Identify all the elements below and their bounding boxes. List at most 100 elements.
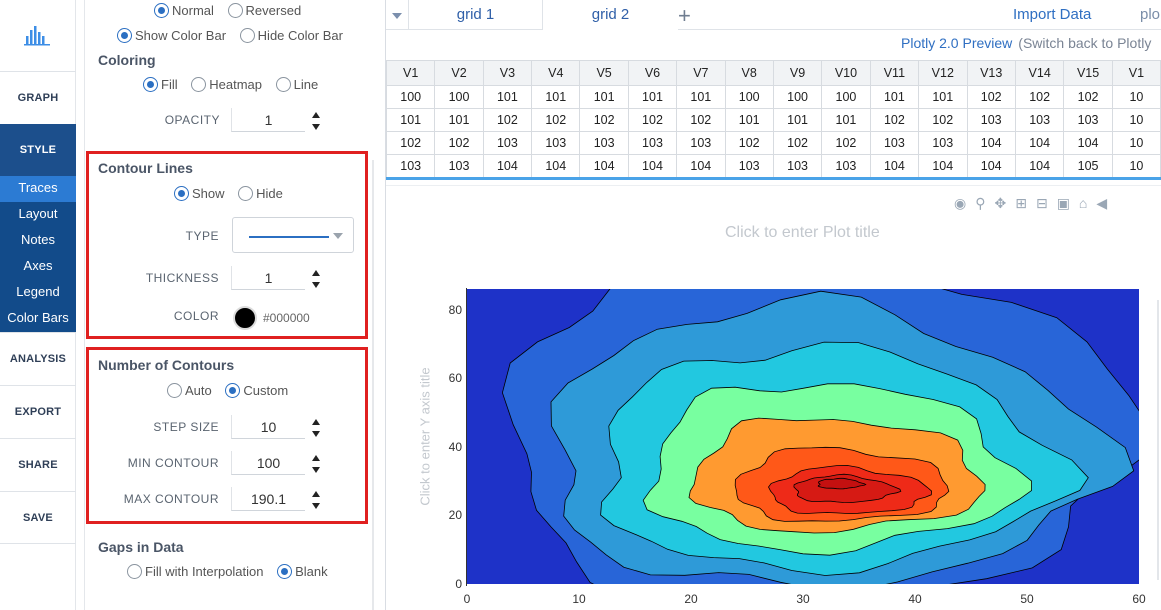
- contour-chart[interactable]: [467, 289, 1139, 584]
- column-header[interactable]: V9: [772, 60, 823, 86]
- submenu-notes[interactable]: Notes: [21, 232, 55, 247]
- zoom-icon[interactable]: ⚲: [975, 195, 995, 211]
- table-cell[interactable]: 10: [1111, 154, 1161, 178]
- table-cell[interactable]: 103: [1063, 108, 1113, 132]
- autoscale-icon[interactable]: ▣: [1056, 195, 1079, 211]
- table-cell[interactable]: 102: [821, 131, 871, 155]
- table-cell[interactable]: 101: [724, 108, 774, 132]
- pan-icon[interactable]: ✥: [994, 195, 1016, 211]
- table-cell[interactable]: 104: [966, 154, 1016, 178]
- table-cell[interactable]: 104: [1014, 131, 1065, 155]
- table-cell[interactable]: 105: [1063, 154, 1113, 178]
- submenu-color-bars[interactable]: Color Bars: [7, 310, 69, 325]
- grid-resize-handle[interactable]: [386, 177, 1161, 180]
- table-cell[interactable]: 10: [1111, 108, 1161, 132]
- switch-back-link[interactable]: (Switch back to Plotly: [1018, 35, 1152, 51]
- table-cell[interactable]: 102: [627, 108, 678, 132]
- radio-custom[interactable]: Custom: [225, 383, 288, 398]
- table-cell[interactable]: 101: [821, 108, 871, 132]
- step-size-stepper-icon[interactable]: [311, 419, 321, 437]
- plot-scrollbar[interactable]: [1157, 300, 1159, 580]
- table-cell[interactable]: 104: [627, 154, 678, 178]
- table-cell[interactable]: 102: [966, 85, 1016, 109]
- table-cell[interactable]: 101: [385, 108, 436, 132]
- column-header[interactable]: V3: [482, 60, 533, 86]
- nav-share[interactable]: SHARE: [0, 438, 76, 491]
- table-cell[interactable]: 103: [724, 154, 774, 178]
- radio-show[interactable]: Show: [174, 186, 225, 201]
- zoom-in-icon[interactable]: ⊞: [1015, 195, 1036, 211]
- table-cell[interactable]: 103: [531, 131, 581, 155]
- table-cell[interactable]: 102: [482, 108, 533, 132]
- table-cell[interactable]: 101: [918, 85, 968, 109]
- nav-style[interactable]: STYLE: [0, 124, 76, 177]
- table-cell[interactable]: 10: [1111, 85, 1161, 109]
- radio-reversed[interactable]: Reversed: [227, 3, 301, 18]
- table-cell[interactable]: 101: [434, 108, 484, 132]
- radio-hide-color-bar[interactable]: Hide Color Bar: [239, 28, 343, 43]
- table-cell[interactable]: 102: [772, 131, 823, 155]
- table-cell[interactable]: 10: [1111, 131, 1161, 155]
- radio-fill[interactable]: Fill: [143, 77, 178, 92]
- table-cell[interactable]: 101: [531, 85, 581, 109]
- column-header[interactable]: V5: [579, 60, 629, 86]
- color-swatch[interactable]: [233, 306, 257, 330]
- add-tab-icon[interactable]: +: [678, 3, 691, 28]
- camera-icon[interactable]: ◉: [954, 195, 976, 211]
- table-cell[interactable]: 102: [869, 108, 920, 132]
- column-header[interactable]: V12: [918, 60, 968, 86]
- zoom-out-icon[interactable]: ⊟: [1035, 195, 1057, 211]
- table-cell[interactable]: 100: [724, 85, 774, 109]
- radio-heatmap[interactable]: Heatmap: [191, 77, 262, 92]
- tab-grid-1[interactable]: grid 1: [408, 0, 543, 30]
- table-cell[interactable]: 103: [627, 131, 678, 155]
- table-cell[interactable]: 103: [1014, 108, 1065, 132]
- radio-line[interactable]: Line: [275, 77, 318, 92]
- plot-link[interactable]: plo: [1140, 6, 1161, 23]
- table-cell[interactable]: 102: [579, 108, 629, 132]
- radio-hide[interactable]: Hide: [238, 186, 283, 201]
- table-cell[interactable]: 104: [531, 154, 581, 178]
- nav-export[interactable]: EXPORT: [0, 385, 76, 438]
- table-cell[interactable]: 101: [579, 85, 629, 109]
- thickness-stepper-icon[interactable]: [311, 270, 321, 288]
- column-header[interactable]: V1: [385, 60, 436, 86]
- column-header[interactable]: V14: [1014, 60, 1065, 86]
- table-cell[interactable]: 103: [482, 131, 533, 155]
- step-size-input[interactable]: 10: [231, 415, 305, 439]
- column-header[interactable]: V8: [724, 60, 774, 86]
- tab-menu-caret-icon[interactable]: [392, 13, 402, 19]
- radio-auto[interactable]: Auto: [167, 383, 212, 398]
- tag-icon[interactable]: ◀: [1096, 195, 1117, 211]
- table-cell[interactable]: 100: [385, 85, 436, 109]
- plotly-preview-link[interactable]: Plotly 2.0 Preview: [901, 35, 1013, 51]
- import-data-link[interactable]: Import Data: [1013, 6, 1092, 23]
- column-header[interactable]: V11: [869, 60, 920, 86]
- column-header[interactable]: V6: [627, 60, 678, 86]
- column-header[interactable]: V2: [434, 60, 484, 86]
- table-cell[interactable]: 103: [869, 131, 920, 155]
- table-cell[interactable]: 104: [869, 154, 920, 178]
- home-icon[interactable]: ⌂: [1078, 195, 1097, 211]
- column-header[interactable]: V1: [1111, 60, 1161, 86]
- radio-blank[interactable]: Blank: [277, 564, 328, 579]
- table-cell[interactable]: 101: [676, 85, 726, 109]
- column-header[interactable]: V15: [1063, 60, 1113, 86]
- table-cell[interactable]: 104: [1014, 154, 1065, 178]
- table-cell[interactable]: 102: [1014, 85, 1065, 109]
- submenu-legend[interactable]: Legend: [16, 284, 60, 299]
- table-cell[interactable]: 104: [918, 154, 968, 178]
- table-cell[interactable]: 103: [821, 154, 871, 178]
- nav-analysis[interactable]: ANALYSIS: [0, 332, 76, 385]
- radio-normal[interactable]: Normal: [154, 3, 214, 18]
- radio-show-color-bar[interactable]: Show Color Bar: [117, 28, 226, 43]
- table-cell[interactable]: 104: [579, 154, 629, 178]
- table-cell[interactable]: 102: [531, 108, 581, 132]
- table-cell[interactable]: 103: [676, 131, 726, 155]
- y-axis-title-placeholder[interactable]: Click to enter Y axis title: [417, 367, 433, 506]
- table-cell[interactable]: 100: [772, 85, 823, 109]
- table-cell[interactable]: 100: [434, 85, 484, 109]
- nav-graph[interactable]: GRAPH: [0, 71, 76, 124]
- table-cell[interactable]: 103: [772, 154, 823, 178]
- table-cell[interactable]: 100: [821, 85, 871, 109]
